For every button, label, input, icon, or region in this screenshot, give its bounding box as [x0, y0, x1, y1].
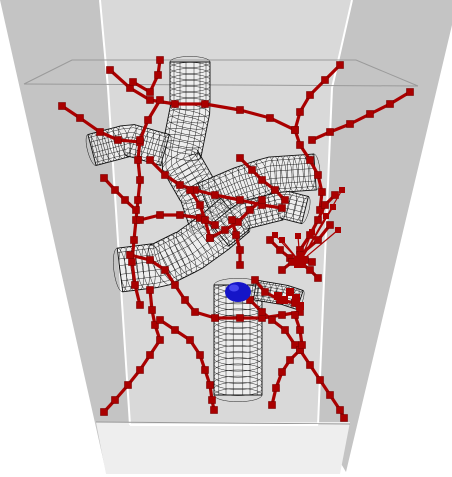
box-left-wall: [0, 0, 130, 472]
box-edge-right: [317, 0, 353, 426]
box-top-back-edge: [23, 59, 419, 87]
box-right-wall: [318, 0, 452, 472]
network-branch: [296, 346, 348, 422]
network-branch: [128, 96, 164, 309]
box-top-front-edge: [23, 83, 419, 87]
tube-bottom-vertical: [213, 278, 263, 402]
network-branch: [246, 296, 299, 349]
network-cluster: [274, 288, 304, 310]
network-branch: [100, 174, 140, 214]
network-branch: [129, 56, 164, 96]
network-branch: [186, 186, 214, 242]
network-branch: [308, 88, 414, 144]
network-branch: [296, 191, 339, 254]
box-floor-front-edge: [95, 421, 351, 425]
branching-network-icon: [58, 56, 414, 422]
network-branch: [236, 154, 289, 204]
box-edge-left: [99, 0, 131, 426]
box-floor: [96, 422, 350, 474]
network-branch: [291, 311, 306, 349]
network-branch: [156, 316, 218, 414]
blue-sphere-icon: [225, 282, 251, 302]
sphere-highlight: [229, 284, 239, 292]
network-branch: [228, 216, 244, 269]
network-branch: [100, 286, 164, 416]
sphere-body: [225, 282, 251, 302]
network-branch: [291, 61, 344, 214]
network-hub: [272, 187, 345, 268]
